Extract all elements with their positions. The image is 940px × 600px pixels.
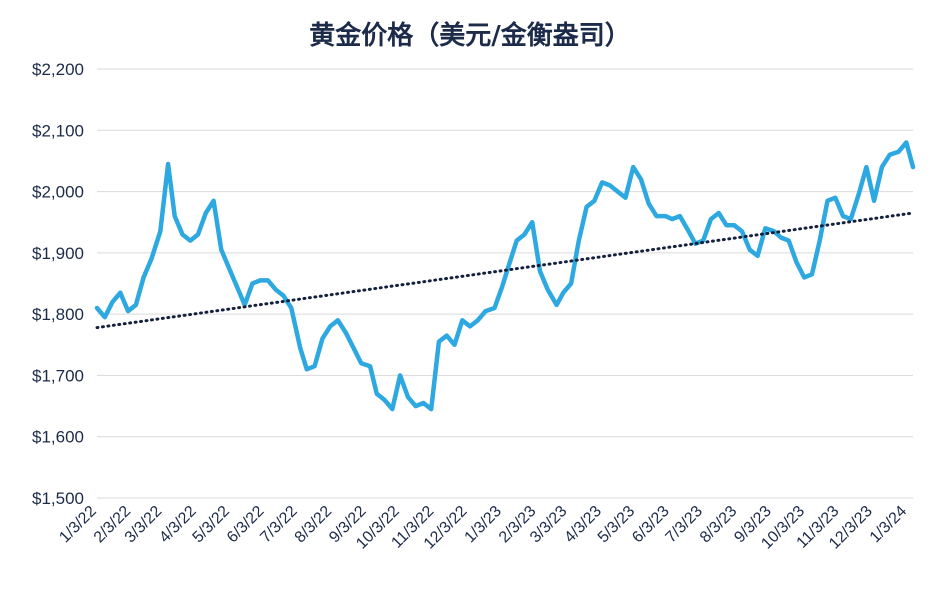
y-tick-label: $1,500	[32, 489, 84, 508]
trend-line	[95, 211, 915, 330]
x-tick-label: 5/3/22	[190, 503, 234, 547]
x-tick-label: 6/3/23	[629, 503, 673, 547]
x-tick-label: 7/3/22	[257, 503, 301, 547]
y-tick-label: $2,100	[32, 121, 84, 140]
y-tick-label: $1,800	[32, 305, 84, 324]
x-tick-label: 1/3/22	[56, 503, 100, 547]
x-tick-label: 8/3/22	[292, 503, 336, 547]
x-tick-label: 7/3/23	[663, 503, 707, 547]
x-tick-label: 5/3/23	[595, 503, 639, 547]
series-layer	[94, 140, 916, 412]
x-tick-label: 6/3/22	[224, 503, 268, 547]
chart-title: 黄金价格（美元/金衡盎司）	[309, 20, 631, 51]
x-tick-label: 4/3/22	[156, 503, 200, 547]
y-axis-ticks: $1,500 $1,600 $1,700 $1,800 $1,900 $2,000 $2,1…	[32, 60, 84, 508]
gridlines	[97, 68, 913, 499]
price-line	[94, 140, 916, 412]
y-tick-label: $1,900	[32, 244, 84, 263]
y-tick-label: $1,600	[32, 428, 84, 447]
x-tick-label: 4/3/23	[561, 503, 605, 547]
y-tick-label: $1,700	[32, 366, 84, 385]
y-tick-label: $2,000	[32, 183, 84, 202]
x-tick-label: 1/3/23	[462, 503, 506, 547]
x-axis-ticks: 1/3/222/3/223/3/224/3/225/3/226/3/227/3/…	[56, 503, 910, 553]
y-tick-label: $2,200	[32, 60, 84, 79]
x-tick-label: 8/3/23	[697, 503, 741, 547]
x-tick-label: 1/3/24	[867, 503, 911, 547]
